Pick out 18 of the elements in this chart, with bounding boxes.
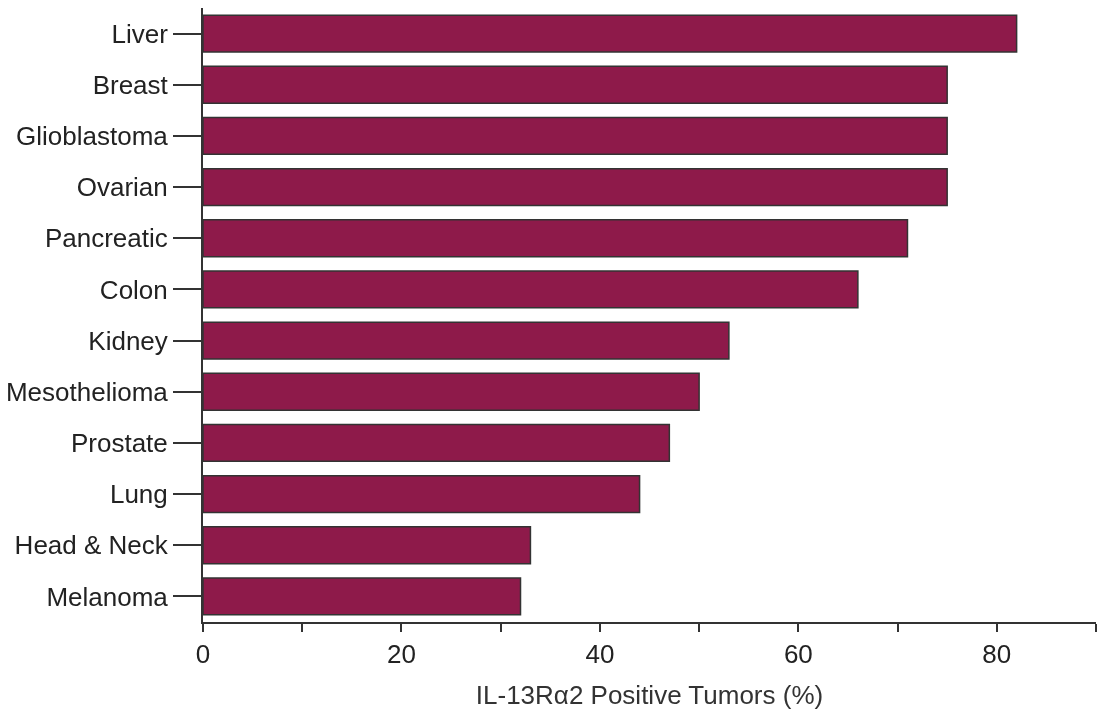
y-tick-label: Prostate	[70, 428, 168, 459]
x-tick-label: 40	[585, 639, 615, 670]
y-tick-label: Pancreatic	[44, 223, 168, 254]
x-tick-label: 0	[195, 639, 211, 670]
y-tick-label: Melanoma	[46, 581, 169, 612]
y-tick-label: Head & Neck	[14, 530, 169, 561]
y-tick-label: Colon	[99, 274, 168, 305]
x-tick-label: 80	[982, 639, 1012, 670]
x-axis-title: IL-13Rα2 Positive Tumors (%)	[475, 680, 824, 711]
x-tick-label: 60	[783, 639, 813, 670]
x-tick-label: 20	[386, 639, 416, 670]
y-tick-label: Mesothelioma	[5, 376, 169, 407]
y-tick-label: Glioblastoma	[16, 121, 169, 152]
y-tick-label: Lung	[109, 479, 168, 510]
y-tick-label: Liver	[111, 18, 169, 49]
y-tick-label: Kidney	[88, 325, 168, 356]
y-tick-label: Breast	[92, 69, 169, 100]
y-tick-label: Ovarian	[76, 172, 168, 203]
